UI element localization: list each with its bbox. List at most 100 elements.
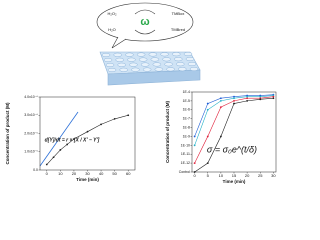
well <box>154 67 164 72</box>
well <box>129 62 138 67</box>
x-axis-label: Time (min) <box>76 177 99 182</box>
well <box>103 58 113 63</box>
well <box>164 62 173 67</box>
well <box>117 62 126 67</box>
well <box>185 57 195 62</box>
x-tick-label: 0 <box>194 173 197 178</box>
data-point <box>219 97 222 100</box>
well <box>131 67 140 72</box>
x-tick-label: 0 <box>46 171 49 176</box>
data-point <box>206 162 209 165</box>
y-tick-label: 4.0x10⁻⁶ <box>24 95 38 99</box>
well <box>142 67 152 72</box>
data-point <box>259 98 262 101</box>
data-point <box>259 95 262 98</box>
bubble-tail <box>111 36 127 49</box>
y-tick-label: 1E-10 <box>181 143 190 147</box>
series-line <box>194 97 274 173</box>
data-point <box>272 97 275 100</box>
well <box>162 57 171 62</box>
data-point <box>193 144 196 147</box>
data-point <box>59 149 62 151</box>
well <box>174 57 183 62</box>
y-tick-label: 1E-6 <box>183 108 190 112</box>
y-tick-label: 1E-11 <box>181 152 190 156</box>
y-axis-label: Concentration of product (M) <box>5 102 10 164</box>
plot-frame <box>39 96 136 171</box>
x-tick-label: 60 <box>126 171 131 176</box>
x-tick-label: 20 <box>245 173 250 178</box>
speech-bubble <box>96 2 194 42</box>
well <box>187 62 197 67</box>
data-point <box>66 143 69 146</box>
y-axis-label: Concentration of product (M) <box>165 101 170 163</box>
microplate-side <box>107 69 201 86</box>
x-axis-label: Time (min) <box>223 179 246 184</box>
y-tick-label: 1E-5 <box>183 99 190 103</box>
data-point <box>219 99 222 102</box>
data-point <box>193 135 196 138</box>
well <box>140 62 150 67</box>
data-point <box>233 95 235 98</box>
data-point <box>246 99 249 102</box>
data-point <box>246 95 249 98</box>
y-tick-label: 1E-12 <box>181 161 190 165</box>
y-tick-label: 3.0x10⁻⁶ <box>24 113 38 117</box>
data-point <box>45 163 48 166</box>
data-point <box>246 97 249 100</box>
y-tick-label: 1.0x10⁻⁶ <box>24 150 38 154</box>
cycle-arrows <box>134 9 156 35</box>
label: H₂O₂ <box>107 11 117 16</box>
y-tick-label: 1E-7 <box>183 117 190 121</box>
x-tick-label: 20 <box>72 171 77 176</box>
well <box>136 52 146 57</box>
well <box>150 57 160 62</box>
well <box>148 52 158 57</box>
well <box>152 62 162 67</box>
data-point <box>233 102 235 105</box>
data-point <box>73 138 75 140</box>
label: H₂O <box>108 27 116 32</box>
y-tick-label: 0.0 <box>33 168 38 172</box>
tangent-line <box>39 111 79 167</box>
wells <box>101 52 199 72</box>
label: TMBox <box>172 11 185 16</box>
enzyme-icon: ω <box>140 16 149 28</box>
x-tick-label: 10 <box>219 173 224 178</box>
data-point <box>193 162 196 165</box>
well <box>172 52 181 57</box>
data-point <box>219 106 222 109</box>
data-point <box>193 171 196 173</box>
data-point <box>206 102 209 105</box>
x-tick-label: 10 <box>58 171 63 176</box>
y-tick-label: 1E-8 <box>183 125 190 129</box>
x-tick-label: 5 <box>207 173 210 178</box>
well <box>125 52 134 57</box>
figure: ω H₂O₂ H₂O TMBox TMBred 0.0 1.0x10⁻⁶ 2.0x1… <box>5 2 276 184</box>
y-tick-label: Control <box>179 170 191 174</box>
y-tick-label: 2.0x10⁻⁶ <box>24 131 38 135</box>
illustration: ω H₂O₂ H₂O TMBox TMBred <box>96 2 201 86</box>
well <box>176 62 185 67</box>
x-tick-label: 50 <box>112 171 117 176</box>
x-tick-label: 30 <box>271 173 276 178</box>
well <box>107 67 117 72</box>
data-point <box>219 135 222 138</box>
well <box>183 52 193 57</box>
data-point <box>233 97 235 100</box>
data-point <box>272 95 275 98</box>
data-point <box>127 114 130 117</box>
y-tick-label: 1E-9 <box>183 134 190 138</box>
well <box>101 53 111 58</box>
x-tick-label: 40 <box>99 171 104 176</box>
well <box>127 57 136 62</box>
well <box>113 52 122 57</box>
well <box>115 57 124 62</box>
x-tick-label: 30 <box>85 171 90 176</box>
data-point <box>206 108 209 111</box>
well <box>178 67 187 72</box>
well <box>189 66 199 71</box>
data-point <box>206 135 209 138</box>
x-tick-label: 15 <box>232 173 237 178</box>
x-tick-label: 25 <box>258 173 263 178</box>
